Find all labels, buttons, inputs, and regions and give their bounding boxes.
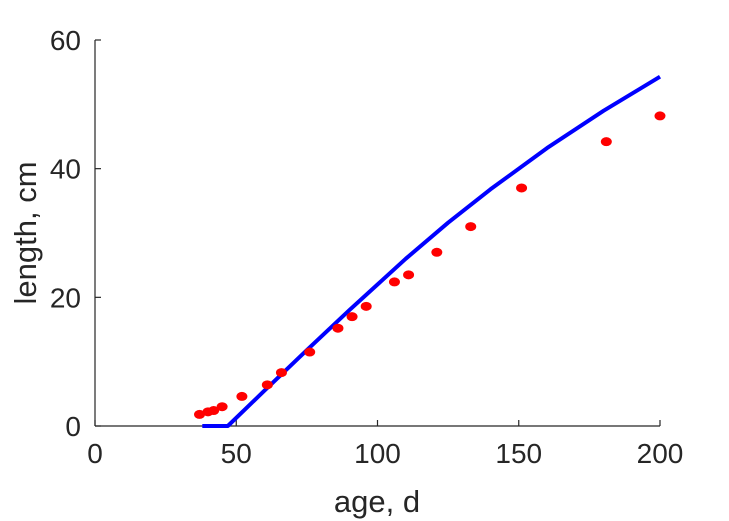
data-point xyxy=(346,312,358,322)
x-ticks: 0 50 100 150 200 xyxy=(87,420,683,469)
y-axis-label: length, cm xyxy=(8,161,43,304)
data-point xyxy=(465,222,477,232)
data-point xyxy=(275,368,287,378)
x-tick-label: 0 xyxy=(87,438,103,469)
axes xyxy=(94,40,660,427)
model-curve-line xyxy=(202,74,662,428)
y-tick-label: 40 xyxy=(50,154,81,185)
data-point xyxy=(261,380,273,390)
data-point xyxy=(600,137,612,147)
series-layer xyxy=(194,74,666,428)
data-point xyxy=(516,183,528,193)
y-ticks: 0 20 40 60 xyxy=(50,25,101,442)
y-tick-label: 20 xyxy=(50,282,81,313)
data-point xyxy=(194,409,206,419)
x-tick-label: 200 xyxy=(637,438,684,469)
data-point xyxy=(403,270,415,280)
data-point xyxy=(208,406,220,416)
y-tick-label: 0 xyxy=(65,411,81,442)
data-point xyxy=(654,111,666,121)
data-point xyxy=(216,402,228,412)
x-tick-label: 150 xyxy=(495,438,542,469)
data-point xyxy=(360,301,372,311)
y-tick-label: 60 xyxy=(50,25,81,56)
data-point xyxy=(388,277,400,287)
data-point xyxy=(332,323,344,333)
data-point xyxy=(236,391,248,401)
x-tick-label: 50 xyxy=(221,438,252,469)
x-axis-label: age, d xyxy=(334,484,420,519)
data-point xyxy=(304,347,316,357)
data-point xyxy=(431,247,443,257)
x-tick-label: 100 xyxy=(354,438,401,469)
